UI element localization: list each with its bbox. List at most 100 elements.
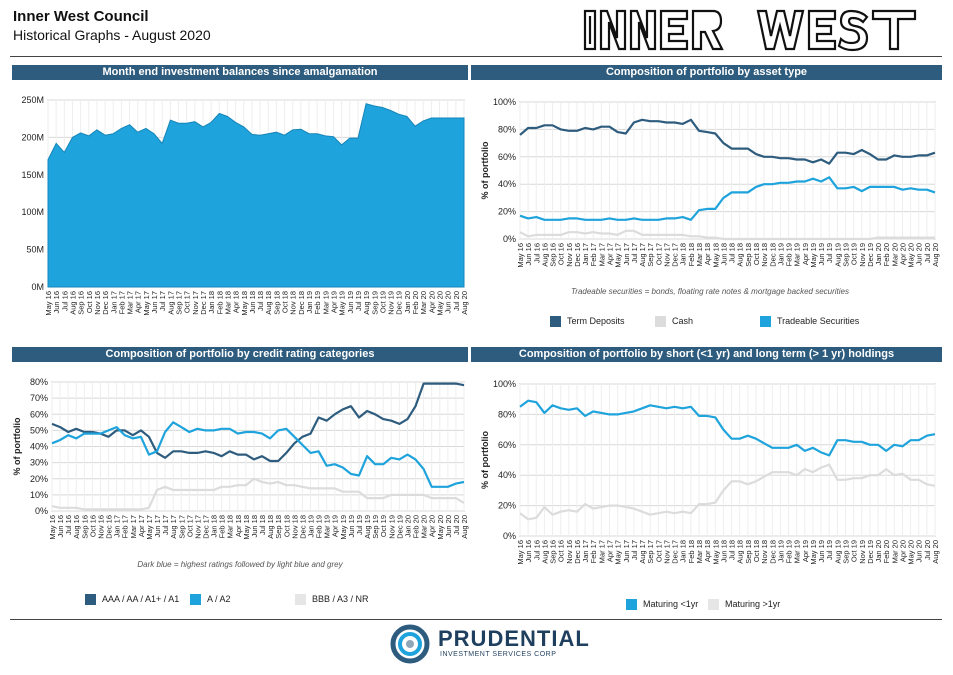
x-tick-label: Jan 17 — [581, 243, 590, 266]
legend-swatch — [190, 594, 201, 606]
x-tick-label: May 16 — [44, 291, 53, 316]
x-tick-label: Nov 16 — [93, 291, 102, 315]
y-tick-label: 80% — [498, 124, 516, 134]
x-tick-label: Dec 16 — [105, 515, 114, 539]
y-tick-label: 0M — [31, 282, 44, 292]
y-tick-label: 40% — [498, 470, 516, 480]
x-tick-label: Feb 20 — [882, 243, 891, 266]
legend-item: BBB / A3 / NR — [295, 594, 369, 606]
x-tick-label: Jan 19 — [776, 243, 785, 266]
legend-item: Cash — [655, 316, 693, 328]
asset-type-line-chart: 0% 20% 40% 60% 80% 100% May 16 Jun 16 Jul 16 Aug … — [470, 90, 940, 285]
term-holdings-line-chart: 0% 20% 40% 60% 80% 100% May 16 Jun 16 Jul 16 Aug … — [470, 372, 940, 582]
y-tick-label: 50% — [30, 425, 48, 435]
x-tick-label: Apr 19 — [329, 291, 338, 313]
x-tick-label: Oct 17 — [183, 291, 192, 313]
x-tick-label: Jun 16 — [524, 540, 533, 563]
x-tick-label: Apr 18 — [703, 540, 712, 562]
y-tick-label: 30% — [30, 458, 48, 468]
x-tick-label: Nov 17 — [193, 515, 202, 539]
x-tick-label: Aug 17 — [169, 515, 178, 539]
x-tick-label: Aug 18 — [266, 515, 275, 539]
x-tick-label: Aug 20 — [931, 243, 940, 267]
x-tick-label: Dec 16 — [573, 243, 582, 267]
plot-frame — [519, 383, 936, 537]
x-tick-label: Dec 18 — [768, 243, 777, 267]
x-tick-label: Feb 20 — [411, 291, 420, 314]
x-tick-label: Aug 19 — [362, 291, 371, 315]
legend-swatch — [85, 594, 96, 606]
x-tick-label: Nov 18 — [760, 243, 769, 267]
y-tick-label: 20% — [498, 207, 516, 217]
footer-logo: PRUDENTIAL INVESTMENT SERVICES CORP — [390, 624, 610, 666]
x-tick-label: Mar 20 — [890, 540, 899, 563]
x-tick-label: Mar 18 — [223, 291, 232, 314]
legend-swatch — [295, 594, 306, 606]
series-line-2 — [519, 176, 936, 221]
x-tick-label: Jun 20 — [915, 540, 924, 563]
x-tick-label: Nov 18 — [289, 291, 298, 315]
y-tick-label: 100M — [21, 207, 44, 217]
legend-item: Term Deposits — [550, 316, 625, 328]
legend-label: Maturing >1yr — [725, 599, 781, 609]
x-tick-label: Oct 19 — [850, 243, 859, 265]
x-tick-label: Mar 18 — [695, 243, 704, 266]
panel-title-asset-type: Composition of portfolio by asset type — [471, 65, 942, 80]
y-tick-label: 0% — [503, 531, 516, 541]
x-tick-label: Oct 19 — [379, 515, 388, 537]
x-tick-label: Dec 17 — [671, 243, 680, 267]
x-tick-label: May 19 — [339, 515, 348, 540]
x-tick-label: Aug 16 — [540, 540, 549, 564]
x-tick-label: Apr 17 — [137, 515, 146, 537]
x-tick-label: Feb 17 — [121, 515, 130, 538]
x-tick-label: Mar 20 — [890, 243, 899, 266]
x-tick-label: Mar 17 — [597, 540, 606, 563]
x-tick-label: Mar 20 — [419, 291, 428, 314]
x-tick-label: Jul 19 — [355, 515, 364, 535]
legend-swatch — [760, 316, 771, 328]
y-tick-label: 100% — [493, 379, 516, 389]
x-tick-label: Jan 20 — [403, 515, 412, 538]
x-tick-label: Sep 16 — [549, 540, 558, 564]
x-tick-label: Nov 16 — [565, 243, 574, 267]
x-tick-label: Sep 16 — [549, 243, 558, 267]
x-tick-label: Apr 17 — [134, 291, 143, 313]
x-tick-label: Aug 16 — [68, 291, 77, 315]
y-tick-label: 60% — [498, 152, 516, 162]
x-tick-label: Jul 19 — [825, 243, 834, 263]
x-tick-label: Oct 19 — [850, 540, 859, 562]
legend-item: Maturing >1yr — [708, 599, 781, 611]
series-line-0 — [519, 118, 936, 165]
x-tick-label: Jul 16 — [532, 540, 541, 560]
x-tick-label: Sep 19 — [841, 243, 850, 267]
x-tick-label: Jul 19 — [825, 540, 834, 560]
x-tick-label: May 17 — [145, 515, 154, 540]
x-tick-label: Jul 18 — [728, 243, 737, 263]
x-tick-label: Aug 17 — [166, 291, 175, 315]
legend-label: Maturing <1yr — [643, 599, 699, 609]
x-tick-label: Feb 17 — [589, 243, 598, 266]
x-tick-label: Apr 19 — [331, 515, 340, 537]
x-tick-label: Jun 17 — [153, 515, 162, 538]
header-divider — [10, 56, 942, 57]
footer-company-name: PRUDENTIAL — [438, 626, 590, 651]
legend-item: AAA / AA / A1+ / A1 — [85, 594, 179, 606]
x-tick-label: Apr 17 — [606, 243, 615, 265]
x-tick-label: Jul 20 — [923, 540, 932, 560]
x-tick-label: Aug 16 — [540, 243, 549, 267]
x-tick-label: Mar 17 — [597, 243, 606, 266]
x-tick-label: Dec 19 — [866, 243, 875, 267]
x-tick-label: Sep 19 — [841, 540, 850, 564]
x-tick-label: Nov 17 — [662, 540, 671, 564]
x-tick-label: May 18 — [240, 291, 249, 316]
prudential-emblem-icon — [390, 624, 430, 664]
x-tick-label: Nov 16 — [565, 540, 574, 564]
x-tick-label: Apr 20 — [427, 291, 436, 313]
series-line-1 — [51, 421, 465, 488]
x-tick-label: Jun 19 — [817, 243, 826, 266]
y-tick-label: 80% — [30, 377, 48, 387]
x-tick-label: Sep 19 — [370, 291, 379, 315]
x-tick-label: Jun 18 — [250, 515, 259, 538]
x-tick-label: Feb 18 — [687, 540, 696, 563]
x-tick-label: Dec 19 — [866, 540, 875, 564]
